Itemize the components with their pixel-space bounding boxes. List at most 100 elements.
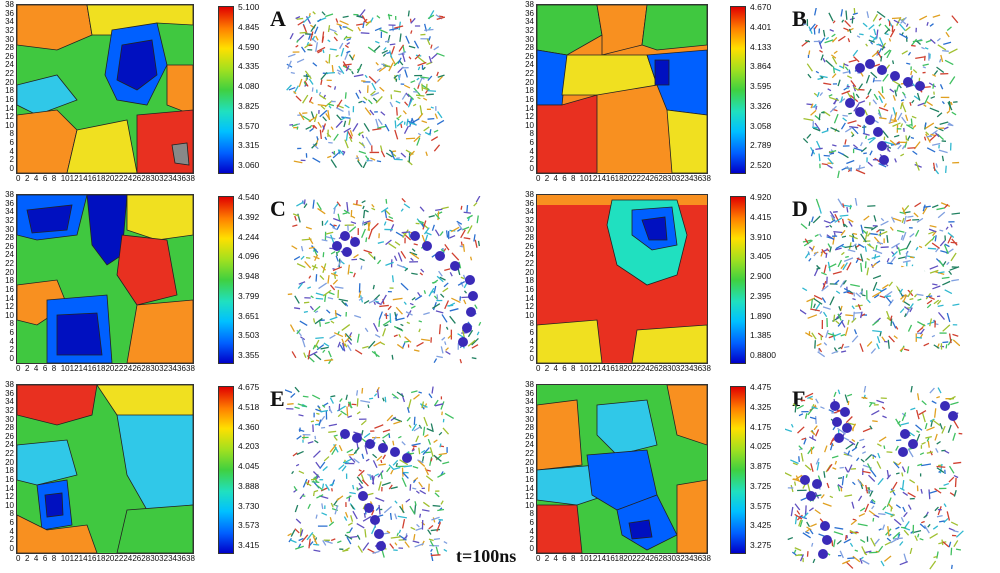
fiber-segment [901,17,906,21]
fiber-segment [852,49,859,57]
fiber-segment [799,554,805,562]
fiber-segment [865,43,869,47]
fiber-segment [938,311,946,320]
fiber-segment [814,8,817,16]
fiber-segment [817,77,823,80]
fiber-segment [937,44,947,51]
fiber-segment [371,525,377,535]
fiber-segment [338,403,341,412]
fiber-segment [410,17,416,24]
fiber-segment [866,267,870,276]
fiber-segment [412,103,417,107]
fiber-segment [355,92,360,99]
fiber-segment [299,31,307,34]
fiber-segment [443,541,448,545]
fiber-segment [900,123,904,128]
fiber-segment [822,502,832,507]
y-tick-label: 36 [525,198,534,208]
x-tick-label: 16 [605,364,615,373]
fiber-segment [842,70,851,74]
fiber-segment [953,474,959,479]
fiber-segment [842,559,851,565]
fiber-segment [843,257,854,262]
fiber-segment [919,538,924,541]
fiber-segment [388,62,394,72]
colorbar-tick-label: 3.825 [238,100,260,111]
fiber-segment [822,306,831,310]
fiber-segment [827,332,836,337]
fiber-segment [936,112,943,118]
x-tick-label: 2 [24,174,30,183]
fiber-segment [440,293,445,298]
fiber-segment [440,500,444,505]
colorbar-tick-label: 3.730 [238,500,260,511]
fiber-segment [823,264,827,274]
fiber-segment [329,482,335,487]
x-tick-label: 14 [78,554,88,563]
x-tick-label: 22 [114,364,124,373]
fiber-segment [356,15,363,18]
fiber-segment [895,445,899,451]
fiber-segment [421,223,425,228]
fiber-segment [344,139,349,149]
fiber-segment [423,97,428,101]
fiber-segment [394,241,401,246]
fiber-segment [921,520,925,524]
fiber-segment [842,223,846,227]
fiber-segment [861,559,870,565]
fiber-segment [929,560,937,570]
fiber-segment [320,409,328,413]
fiber-segment [950,101,953,106]
fiber-segment [921,463,932,467]
fiber-segment [438,452,447,456]
y-tick-label: 30 [525,414,534,424]
contour-map [536,4,708,174]
fiber-segment [814,340,816,349]
fiber-segment [384,123,390,132]
fiber-segment [424,467,429,476]
fiber-segment [318,91,322,96]
fiber-segment [344,44,349,49]
fiber-segment [347,339,353,345]
fiber-segment [436,52,445,57]
x-tick-label: 20 [105,364,115,373]
fiber-segment [871,454,877,458]
fiber-segment [343,209,351,215]
y-tick-label: 14 [5,293,14,303]
fiber-segment [814,122,821,131]
fiber-segment [870,41,874,45]
fiber-segment [418,78,423,85]
fiber-segment [866,11,870,18]
x-tick-label: 28 [658,364,668,373]
fiber-segment [900,422,910,426]
x-tick-label: 24 [123,174,133,183]
fiber-segment [886,258,890,263]
x-tick-label: 4 [553,174,558,183]
x-tick-label: 20 [105,174,115,183]
fiber-segment [909,547,913,555]
fiber-segment [852,555,861,563]
x-tick-label: 4 [553,364,558,373]
x-tick-label: 36 [177,364,186,373]
x-tick-label: 6 [42,554,48,563]
fiber-segment [835,243,845,250]
fiber-segment [942,49,949,52]
fiber-segment [923,525,930,534]
fiber-segment [374,27,382,32]
fiber-segment [886,497,892,508]
y-tick-label: 20 [525,267,534,277]
fiber-segment [404,336,412,343]
fiber-segment [410,257,414,262]
fiber-segment [304,70,312,80]
fiber-segment [366,21,372,24]
y-tick-label: 18 [5,466,14,476]
fiber-segment [403,465,413,468]
fiber-segment [889,28,896,38]
fiber-segment [813,298,823,305]
fiber-segment [886,537,892,542]
fiber-segment [303,301,310,304]
fiber-segment [886,474,892,480]
fiber-segment [385,198,388,204]
fiber-segment [793,549,797,554]
fiber-segment [953,461,962,465]
